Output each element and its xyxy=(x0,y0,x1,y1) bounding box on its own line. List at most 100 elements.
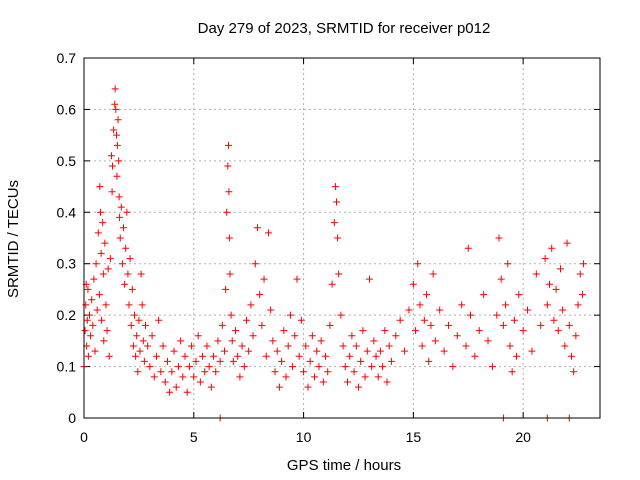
data-point xyxy=(528,347,536,355)
data-point xyxy=(449,363,457,371)
data-point xyxy=(141,321,149,329)
data-point xyxy=(148,332,156,340)
data-point xyxy=(139,337,147,345)
data-point xyxy=(548,244,556,252)
data-point xyxy=(216,357,224,365)
data-point xyxy=(212,368,220,376)
data-point xyxy=(238,342,246,350)
data-point xyxy=(110,126,118,134)
data-point xyxy=(221,347,229,355)
data-point xyxy=(326,321,334,329)
data-point xyxy=(174,363,182,371)
data-point xyxy=(412,327,420,335)
data-point xyxy=(346,352,354,360)
data-point xyxy=(444,321,452,329)
data-point xyxy=(330,219,338,227)
data-point xyxy=(462,342,470,350)
data-point xyxy=(440,347,448,355)
data-point xyxy=(497,275,505,283)
data-point xyxy=(300,368,308,376)
data-point xyxy=(317,337,325,345)
data-point xyxy=(304,383,312,391)
data-point xyxy=(275,383,283,391)
data-point xyxy=(253,224,261,232)
data-point xyxy=(247,301,255,309)
data-point xyxy=(506,342,514,350)
data-point xyxy=(194,332,202,340)
data-point xyxy=(210,352,218,360)
x-tick-label: 20 xyxy=(515,429,531,445)
x-tick-label: 0 xyxy=(80,429,88,445)
data-point xyxy=(92,260,100,268)
data-point xyxy=(105,352,113,360)
data-point xyxy=(508,368,516,376)
data-point xyxy=(328,280,336,288)
data-point xyxy=(203,342,211,350)
grid-lines xyxy=(84,58,600,418)
data-point xyxy=(504,260,512,268)
data-point xyxy=(249,332,257,340)
data-point xyxy=(166,388,174,396)
data-point xyxy=(109,162,117,170)
data-point xyxy=(106,255,114,263)
data-point xyxy=(103,327,111,335)
data-point xyxy=(137,270,145,278)
data-point xyxy=(94,229,102,237)
data-point xyxy=(484,337,492,345)
data-point xyxy=(96,183,104,191)
data-point xyxy=(120,224,128,232)
data-point xyxy=(559,306,567,314)
data-point xyxy=(282,373,290,381)
data-point xyxy=(414,260,422,268)
data-point xyxy=(138,301,146,309)
data-point xyxy=(361,373,369,381)
data-point xyxy=(543,301,551,309)
data-point xyxy=(134,368,142,376)
data-point xyxy=(458,301,466,309)
data-point xyxy=(207,383,215,391)
data-point xyxy=(116,213,124,221)
data-point xyxy=(118,260,126,268)
data-point xyxy=(561,342,569,350)
data-point xyxy=(125,301,133,309)
data-point xyxy=(129,342,137,350)
data-point xyxy=(466,311,474,319)
data-point xyxy=(499,321,507,329)
data-point xyxy=(179,373,187,381)
data-point xyxy=(199,352,207,360)
data-point xyxy=(519,327,527,335)
data-point xyxy=(405,306,413,314)
data-point xyxy=(159,342,167,350)
data-point xyxy=(341,363,349,371)
data-point xyxy=(493,311,501,319)
data-point xyxy=(420,316,428,324)
y-tick-label: 0.6 xyxy=(57,101,77,117)
data-point xyxy=(409,280,417,288)
data-point xyxy=(563,239,571,247)
data-point xyxy=(102,301,110,309)
data-point xyxy=(84,352,92,360)
data-point xyxy=(100,337,108,345)
data-point xyxy=(280,327,288,335)
data-point xyxy=(91,347,99,355)
data-point xyxy=(322,352,330,360)
data-point xyxy=(488,363,496,371)
data-point xyxy=(133,332,141,340)
data-point xyxy=(99,270,107,278)
data-point xyxy=(229,357,237,365)
data-point xyxy=(423,291,431,299)
data-point xyxy=(132,352,140,360)
data-point xyxy=(95,291,103,299)
data-point xyxy=(104,265,112,273)
x-axis-label: GPS time / hours xyxy=(287,457,401,474)
data-point xyxy=(385,342,393,350)
data-point xyxy=(225,188,233,196)
data-point xyxy=(113,172,121,180)
data-point xyxy=(570,368,578,376)
data-point xyxy=(537,321,545,329)
data-point xyxy=(218,321,226,329)
data-point xyxy=(471,352,479,360)
data-point xyxy=(177,337,185,345)
data-point xyxy=(256,291,264,299)
data-point xyxy=(427,321,435,329)
